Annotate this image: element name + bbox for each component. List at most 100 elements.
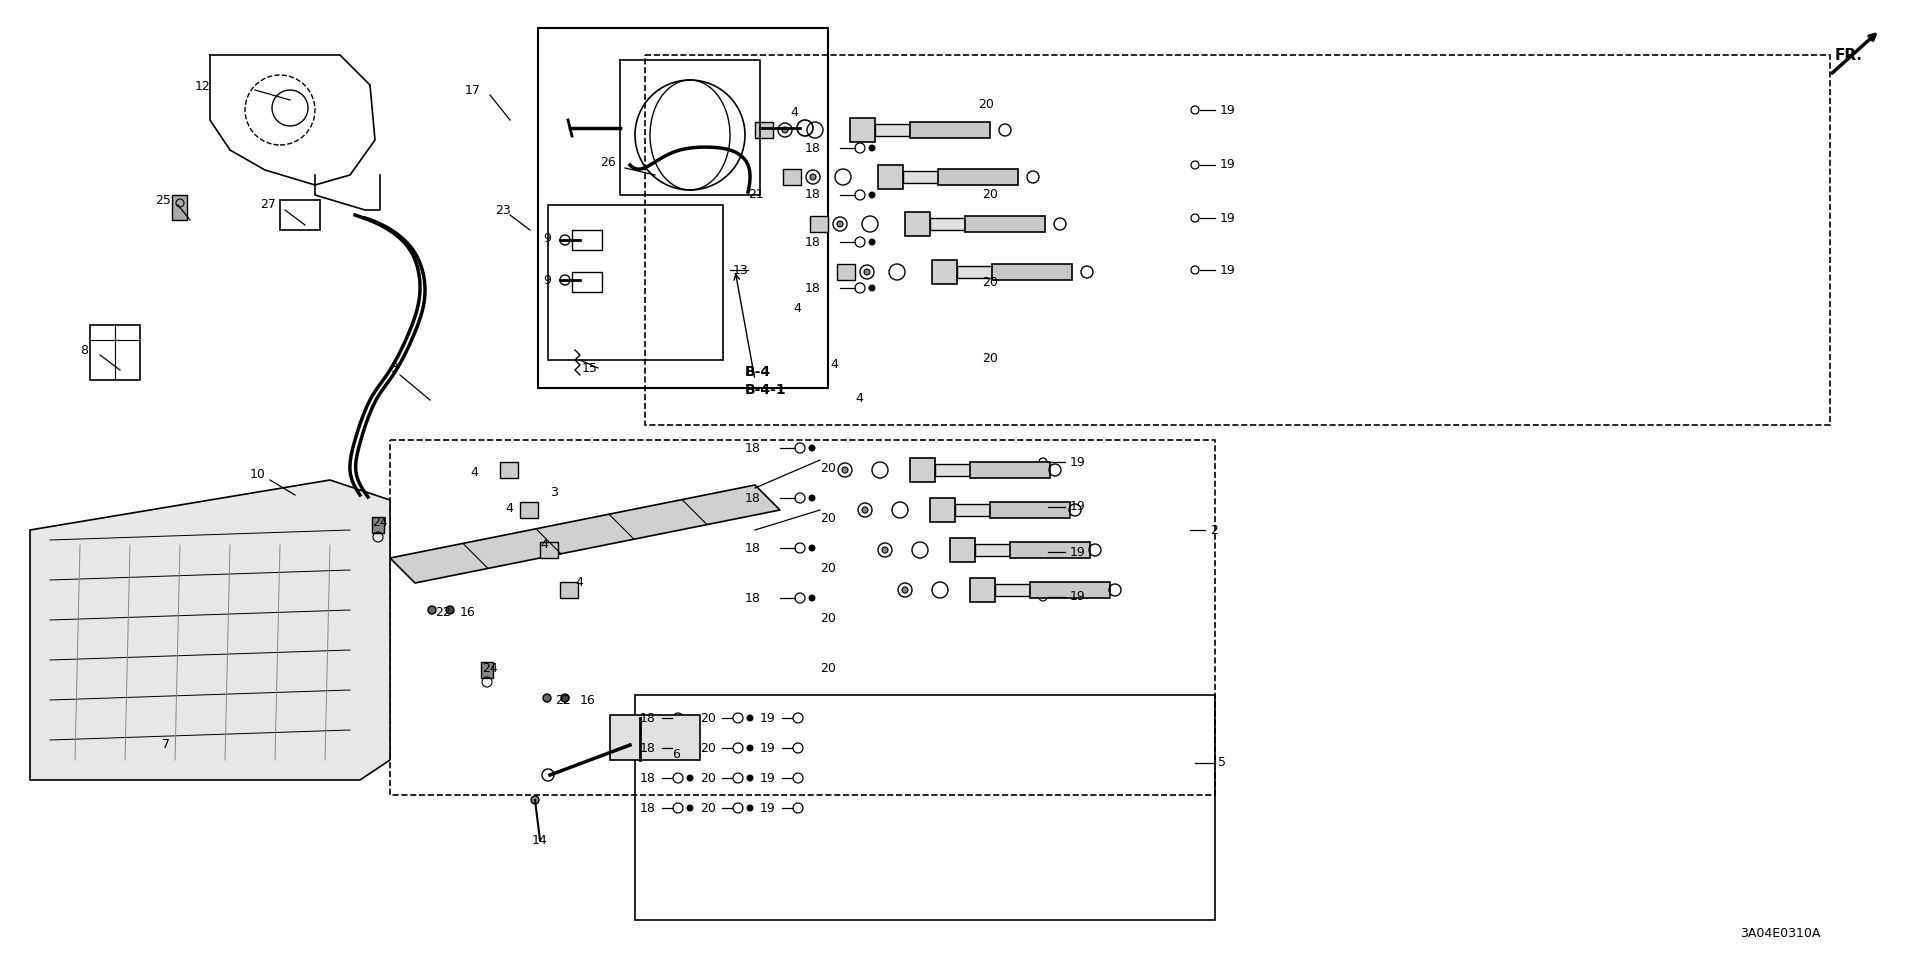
Bar [572, 272, 603, 292]
Circle shape [808, 595, 814, 601]
Bar [970, 578, 995, 602]
Polygon shape [31, 480, 390, 780]
Bar [995, 584, 1029, 596]
Text: 3: 3 [549, 486, 559, 498]
Text: 18: 18 [804, 281, 822, 295]
Circle shape [747, 745, 753, 751]
Bar [950, 538, 975, 562]
Text: B-4-1: B-4-1 [745, 383, 787, 397]
Circle shape [428, 606, 436, 614]
Circle shape [445, 606, 453, 614]
Text: 4: 4 [793, 301, 801, 315]
Circle shape [870, 145, 876, 151]
Bar [482, 662, 493, 678]
Circle shape [781, 127, 787, 133]
Text: 18: 18 [639, 741, 657, 755]
Circle shape [870, 285, 876, 291]
Text: B-4: B-4 [745, 365, 772, 379]
Text: 4: 4 [470, 466, 478, 478]
Bar [970, 462, 1050, 478]
Bar [956, 266, 993, 278]
Text: 18: 18 [639, 711, 657, 725]
Text: 9: 9 [543, 274, 551, 286]
Text: 3A04E0310A: 3A04E0310A [1740, 927, 1820, 940]
Text: 13: 13 [732, 263, 749, 276]
Text: 8: 8 [81, 344, 88, 356]
Text: 19: 19 [760, 711, 776, 725]
Text: 23: 23 [495, 204, 511, 217]
Text: 20: 20 [820, 512, 835, 524]
Text: 19: 19 [1069, 590, 1085, 604]
Circle shape [870, 192, 876, 198]
Bar [993, 264, 1071, 280]
Text: 19: 19 [1219, 104, 1236, 116]
Bar [1029, 582, 1110, 598]
Text: 9: 9 [543, 231, 551, 245]
Text: 4: 4 [574, 575, 584, 588]
Bar [499, 462, 518, 478]
Bar [954, 504, 991, 516]
Bar [929, 218, 966, 230]
Bar [1010, 542, 1091, 558]
Text: 10: 10 [250, 468, 265, 482]
Bar [935, 464, 970, 476]
Circle shape [843, 467, 849, 473]
Text: 20: 20 [701, 711, 716, 725]
Text: 27: 27 [259, 199, 276, 211]
Bar [173, 195, 186, 220]
Text: 18: 18 [804, 235, 822, 249]
Text: 7: 7 [161, 738, 171, 752]
Circle shape [808, 445, 814, 451]
Text: 4: 4 [829, 358, 837, 372]
Bar [547, 205, 724, 360]
Circle shape [747, 775, 753, 781]
Text: 4: 4 [789, 106, 799, 118]
Text: 3: 3 [390, 362, 397, 374]
Text: 4: 4 [540, 539, 547, 551]
Bar [966, 216, 1044, 232]
Text: 19: 19 [1219, 263, 1236, 276]
Text: 18: 18 [745, 591, 760, 605]
Text: 20: 20 [981, 351, 998, 365]
Text: 21: 21 [749, 188, 764, 202]
Text: 22: 22 [436, 606, 451, 618]
Text: 20: 20 [820, 661, 835, 675]
Text: 18: 18 [745, 442, 760, 454]
Bar [910, 122, 991, 138]
Bar [910, 458, 935, 482]
Bar [939, 169, 1018, 185]
Bar [876, 124, 910, 136]
Circle shape [687, 805, 693, 811]
Circle shape [561, 694, 568, 702]
Circle shape [687, 715, 693, 721]
Text: 20: 20 [701, 802, 716, 814]
Text: 17: 17 [465, 84, 480, 97]
Bar [280, 200, 321, 230]
Bar [929, 498, 954, 522]
Text: 22: 22 [555, 693, 570, 707]
Circle shape [747, 805, 753, 811]
Bar [755, 122, 774, 138]
Bar [520, 502, 538, 518]
Text: 15: 15 [582, 362, 597, 374]
Text: 12: 12 [196, 81, 211, 93]
Bar [904, 212, 929, 236]
Text: 18: 18 [639, 802, 657, 814]
Circle shape [864, 269, 870, 275]
Text: 19: 19 [1219, 158, 1236, 172]
Text: 20: 20 [820, 612, 835, 625]
Bar [991, 502, 1069, 518]
Text: 19: 19 [760, 802, 776, 814]
Bar [810, 216, 828, 232]
Bar [540, 542, 559, 558]
Text: 20: 20 [977, 99, 995, 111]
Bar [877, 165, 902, 189]
Text: 18: 18 [745, 492, 760, 505]
Text: 20: 20 [701, 741, 716, 755]
Text: 2: 2 [1210, 523, 1217, 537]
Text: 20: 20 [820, 562, 835, 574]
Bar [636, 695, 1215, 920]
Text: 19: 19 [760, 741, 776, 755]
Text: 20: 20 [701, 772, 716, 784]
Circle shape [687, 745, 693, 751]
